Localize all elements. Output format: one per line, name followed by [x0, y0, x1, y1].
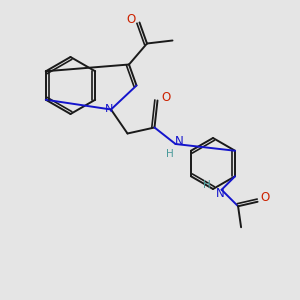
Text: O: O — [161, 91, 170, 104]
Text: N: N — [175, 135, 184, 148]
Text: H: H — [203, 180, 211, 190]
Text: N: N — [216, 187, 224, 200]
Text: H: H — [166, 149, 174, 160]
Text: O: O — [260, 191, 270, 204]
Text: N: N — [104, 104, 113, 115]
Text: O: O — [127, 13, 136, 26]
